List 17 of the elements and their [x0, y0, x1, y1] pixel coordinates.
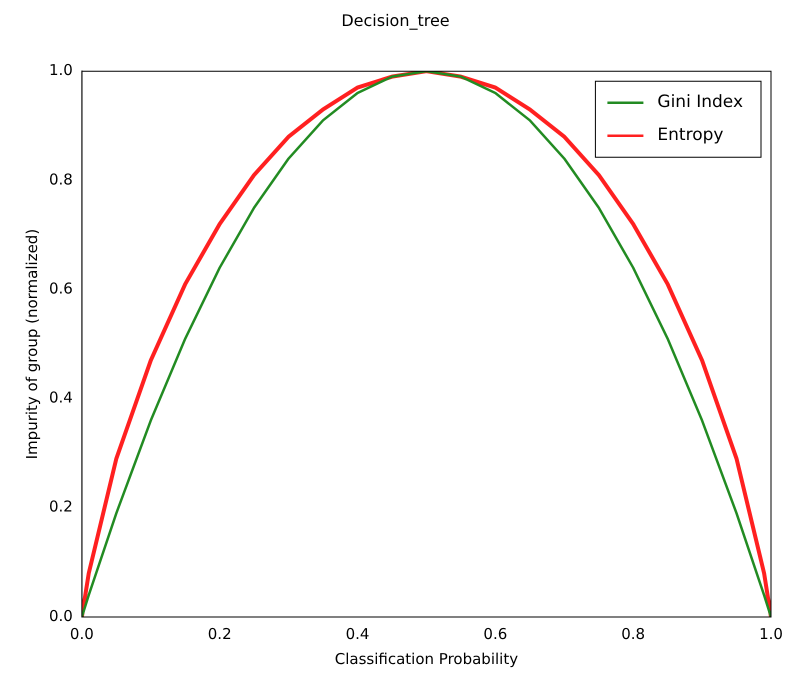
chart-title: Decision_tree — [341, 10, 450, 30]
legend-label: Gini Index — [657, 92, 744, 112]
x-tick-label: 1.0 — [759, 624, 783, 643]
x-axis-title: Classification Probability — [334, 650, 518, 668]
y-tick-label: 1.0 — [48, 61, 73, 80]
y-axis-title: Impurity of group (normalized) — [22, 228, 41, 460]
x-tick-label: 0.6 — [483, 624, 508, 643]
y-tick-label: 0.4 — [48, 388, 73, 407]
y-tick-label: 0.8 — [48, 170, 73, 188]
y-tick-label: 0.0 — [48, 606, 73, 625]
y-tick-label: 0.2 — [48, 498, 73, 516]
x-tick-label: 0.8 — [621, 624, 646, 643]
x-tick-label: 0.4 — [346, 624, 370, 643]
x-tick-label: 0.2 — [208, 624, 232, 643]
x-tick-label: 0.0 — [70, 624, 94, 643]
legend-label: Entropy — [657, 125, 724, 146]
y-tick-label: 0.6 — [48, 279, 73, 298]
